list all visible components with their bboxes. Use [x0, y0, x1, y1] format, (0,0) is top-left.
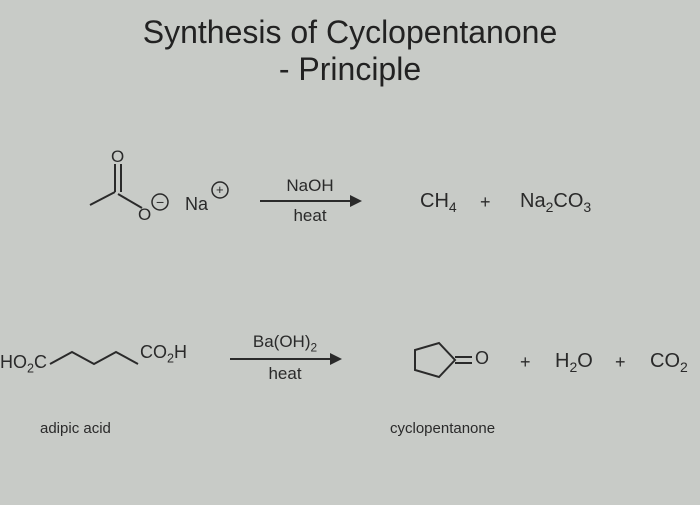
- sodium-cation: Na: [185, 194, 208, 215]
- reaction-2: HO2C CO2H adipic acid Ba(OH)2 heat O cyc…: [0, 320, 700, 440]
- svg-text:O: O: [138, 205, 151, 224]
- plus-2b: +: [615, 352, 626, 373]
- sodium-carbonate: Na2CO3: [520, 190, 591, 215]
- title-line-2: - Principle: [279, 51, 421, 87]
- svg-text:+: +: [216, 182, 224, 197]
- svg-text:O: O: [111, 147, 124, 166]
- slide-title: Synthesis of Cyclopentanone - Principle: [0, 0, 700, 88]
- reaction-1-arrow: NaOH heat: [260, 176, 360, 226]
- cyclopentanone-oxygen: O: [475, 348, 489, 369]
- methane: CH4: [420, 190, 457, 215]
- adipic-right-group: CO2H: [140, 342, 187, 366]
- water: H2O: [555, 350, 593, 375]
- carbon-dioxide: CO2: [650, 350, 688, 375]
- plus-1: +: [480, 192, 491, 213]
- svg-text:−: −: [156, 194, 164, 210]
- reagent-top-1: NaOH: [260, 176, 360, 196]
- arrow-line-1: [260, 200, 360, 202]
- reagent-top-2: Ba(OH)2: [230, 332, 340, 354]
- plus-2a: +: [520, 352, 531, 373]
- reaction-1: O O − Na + NaOH heat CH4 + Na2CO3: [0, 150, 700, 270]
- title-line-1: Synthesis of Cyclopentanone: [143, 14, 557, 50]
- adipic-left-group: HO2C: [0, 352, 47, 376]
- adipic-acid-label: adipic acid: [40, 420, 111, 437]
- na-plus-charge: +: [210, 180, 234, 204]
- reaction-2-arrow: Ba(OH)2 heat: [230, 332, 340, 384]
- reagent-bottom-1: heat: [260, 206, 360, 226]
- cyclopentanone-structure: [390, 328, 480, 398]
- arrow-line-2: [230, 358, 340, 360]
- cyclopentanone-label: cyclopentanone: [390, 420, 495, 437]
- reagent-bottom-2: heat: [230, 364, 340, 384]
- na-text: Na: [185, 194, 208, 214]
